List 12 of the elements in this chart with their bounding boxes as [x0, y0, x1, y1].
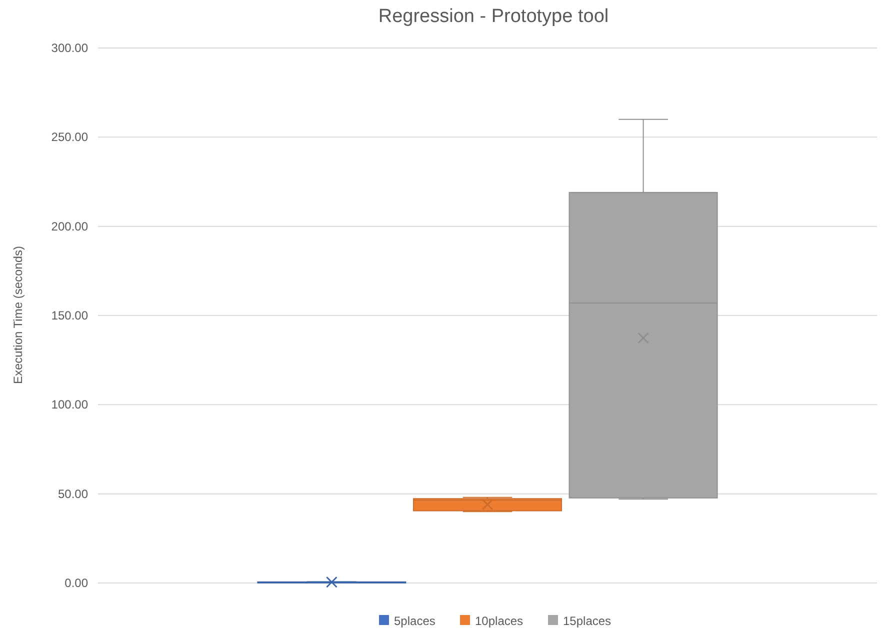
y-tick-label: 100.00 [51, 398, 88, 412]
y-tick-label: 200.00 [51, 219, 88, 234]
y-tick-label: 50.00 [58, 486, 88, 501]
legend-label: 10places [475, 614, 524, 628]
legend-label: 5places [394, 614, 436, 628]
y-tick-label: 150.00 [51, 308, 88, 322]
y-tick-label: 300.00 [51, 41, 88, 55]
chart-title: Regression - Prototype tool [378, 6, 609, 27]
y-tick-label: 250.00 [51, 130, 88, 144]
y-axis-title: Execution Time (seconds) [11, 246, 25, 384]
legend-label: 15places [563, 614, 612, 628]
y-tick-label: 0.00 [64, 576, 88, 590]
